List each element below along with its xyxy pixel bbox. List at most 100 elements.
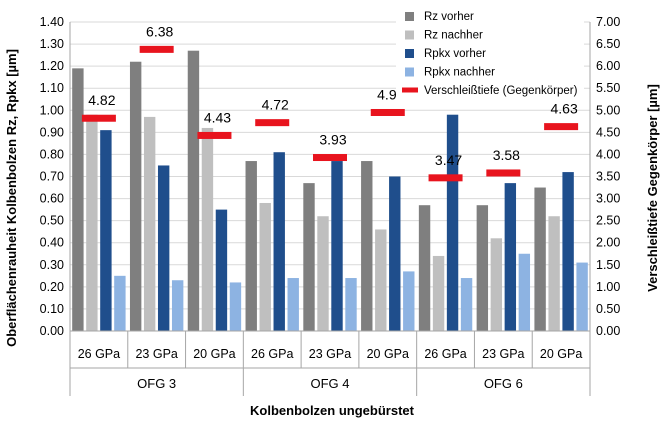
x-axis-title: Kolbenbolzen ungebürstet <box>250 403 415 418</box>
y-tick-label: 0.60 <box>40 192 64 206</box>
bar-rz-nachher <box>317 216 329 331</box>
bar-rz-vorher <box>476 205 489 331</box>
y-tick-label: 0.40 <box>40 236 64 250</box>
bar-rpkx-vorher <box>215 209 228 331</box>
bar-rz-vorher <box>418 205 431 331</box>
x-category-label: 23 GPa <box>482 347 524 361</box>
bar-rpkx-vorher <box>157 165 170 331</box>
wear-data-label: 3.47 <box>435 152 462 168</box>
wear-marker <box>428 174 463 182</box>
legend-label: Rpkx nachher <box>424 67 495 79</box>
wear-marker <box>81 114 116 122</box>
bar-rpkx-nachher <box>171 280 184 331</box>
wear-data-label: 4.63 <box>550 101 577 117</box>
y-tick-label: 1.30 <box>40 37 64 51</box>
x-category-label: 20 GPa <box>367 347 409 361</box>
bar-rpkx-vorher <box>331 161 343 331</box>
y2-tick-label: 1.00 <box>596 280 620 294</box>
legend-label: Rz vorher <box>424 11 474 23</box>
bar-rz-vorher <box>129 61 142 331</box>
bar-rz-nachher <box>201 127 214 331</box>
x-category-label: 20 GPa <box>540 347 582 361</box>
bar-rpkx-vorher <box>562 172 574 331</box>
y2-tick-label: 6.00 <box>596 59 620 73</box>
bar-rpkx-nachher <box>460 278 473 331</box>
bar-rz-nachher <box>375 229 387 331</box>
y2-axis-ticks: 0.00 0.50 1.00 1.50 2.00 2.50 3.00 3.50 4.00 4.50… <box>596 15 620 338</box>
legend-swatch <box>405 49 414 58</box>
bar-rpkx-nachher <box>345 278 357 331</box>
bar-rz-nachher <box>548 216 560 331</box>
y2-tick-label: 4.00 <box>596 147 620 161</box>
legend-swatch <box>402 87 418 93</box>
legend-background <box>396 9 584 104</box>
bar-rz-vorher <box>72 68 84 331</box>
y-tick-label: 1.40 <box>40 15 64 29</box>
x-category-label: 26 GPa <box>424 347 466 361</box>
bar-rz-nachher <box>259 202 271 331</box>
x-group-label: OFG 4 <box>310 376 349 391</box>
y2-tick-label: 2.50 <box>596 214 620 228</box>
bar-rpkx-vorher <box>100 130 112 331</box>
bar-rpkx-nachher <box>287 278 299 331</box>
wear-marker <box>544 123 579 131</box>
y2-tick-label: 2.00 <box>596 236 620 250</box>
y2-tick-label: 5.00 <box>596 103 620 117</box>
x-group-label: OFG 6 <box>484 376 523 391</box>
y2-tick-label: 7.00 <box>596 15 620 29</box>
bar-rpkx-nachher <box>403 271 415 331</box>
bar-rz-vorher <box>534 187 546 331</box>
bar-rz-nachher <box>143 116 156 332</box>
bar-rpkx-vorher <box>504 183 517 331</box>
x-group-label: OFG 3 <box>137 376 176 391</box>
x-axis-categories: 26 GPa 23 GPa 20 GPa 26 GPa 23 GPa 20 GPa 26 G… <box>78 347 583 361</box>
wear-marker <box>313 154 347 162</box>
wear-marker <box>370 108 405 116</box>
x-category-label: 23 GPa <box>135 347 177 361</box>
axes <box>69 22 591 396</box>
wear-markers: 4.826.384.434.723.934.953.47 3.584.63 <box>81 23 579 182</box>
wear-data-label: 6.38 <box>146 23 173 39</box>
bar-rpkx-vorher <box>389 176 401 331</box>
bar-rpkx-nachher <box>229 282 242 331</box>
y-axis-title: Oberflächenrauheit Kolbenbolzen Rz, Rpkx… <box>4 49 19 347</box>
y-tick-label: 0.30 <box>40 258 64 272</box>
y-tick-label: 0.90 <box>40 125 64 139</box>
legend: Rz vorher Rz nachher Rpkx vorher Rpkx nachh… <box>396 9 584 104</box>
x-axis-groups: OFG 3 OFG 4 OFG 6 <box>137 376 523 391</box>
y2-tick-label: 3.00 <box>596 192 620 206</box>
x-category-label: 26 GPa <box>78 347 120 361</box>
bar-rpkx-vorher <box>273 152 285 331</box>
y2-tick-label: 0.50 <box>596 302 620 316</box>
wear-marker <box>197 131 232 139</box>
y-tick-label: 0.50 <box>40 214 64 228</box>
y2-tick-label: 4.50 <box>596 125 620 139</box>
legend-label: Verschleißtiefe (Gegenkörper) <box>424 85 578 97</box>
y-tick-label: 1.20 <box>40 59 64 73</box>
wear-data-label: 4.82 <box>88 92 115 108</box>
bar-rz-vorher <box>187 50 200 331</box>
y2-tick-label: 6.50 <box>596 37 620 51</box>
wear-data-label: 4.43 <box>204 109 231 125</box>
wear-marker <box>486 169 521 177</box>
y-tick-label: 0.10 <box>40 302 64 316</box>
wear-data-label: 4.72 <box>262 97 289 113</box>
wear-marker <box>139 45 174 53</box>
y-tick-label: 0.00 <box>40 324 64 338</box>
y2-tick-label: 5.50 <box>596 81 620 95</box>
x-category-label: 26 GPa <box>251 347 293 361</box>
bar-rz-vorher <box>245 161 257 331</box>
y-tick-label: 0.70 <box>40 170 64 184</box>
legend-swatch <box>405 12 414 21</box>
bar-rz-vorher <box>303 183 315 331</box>
y-tick-label: 0.80 <box>40 147 64 161</box>
y2-tick-label: 1.50 <box>596 258 620 272</box>
y-tick-label: 1.00 <box>40 103 64 117</box>
bar-rz-nachher <box>432 255 445 331</box>
bar-rz-vorher <box>361 161 373 331</box>
y-tick-label: 0.20 <box>40 280 64 294</box>
legend-label: Rz nachher <box>424 30 483 42</box>
y2-axis-title: Verschleißtiefe Gegenkörper [µm] <box>645 84 660 292</box>
y2-tick-label: 3.50 <box>596 170 620 184</box>
